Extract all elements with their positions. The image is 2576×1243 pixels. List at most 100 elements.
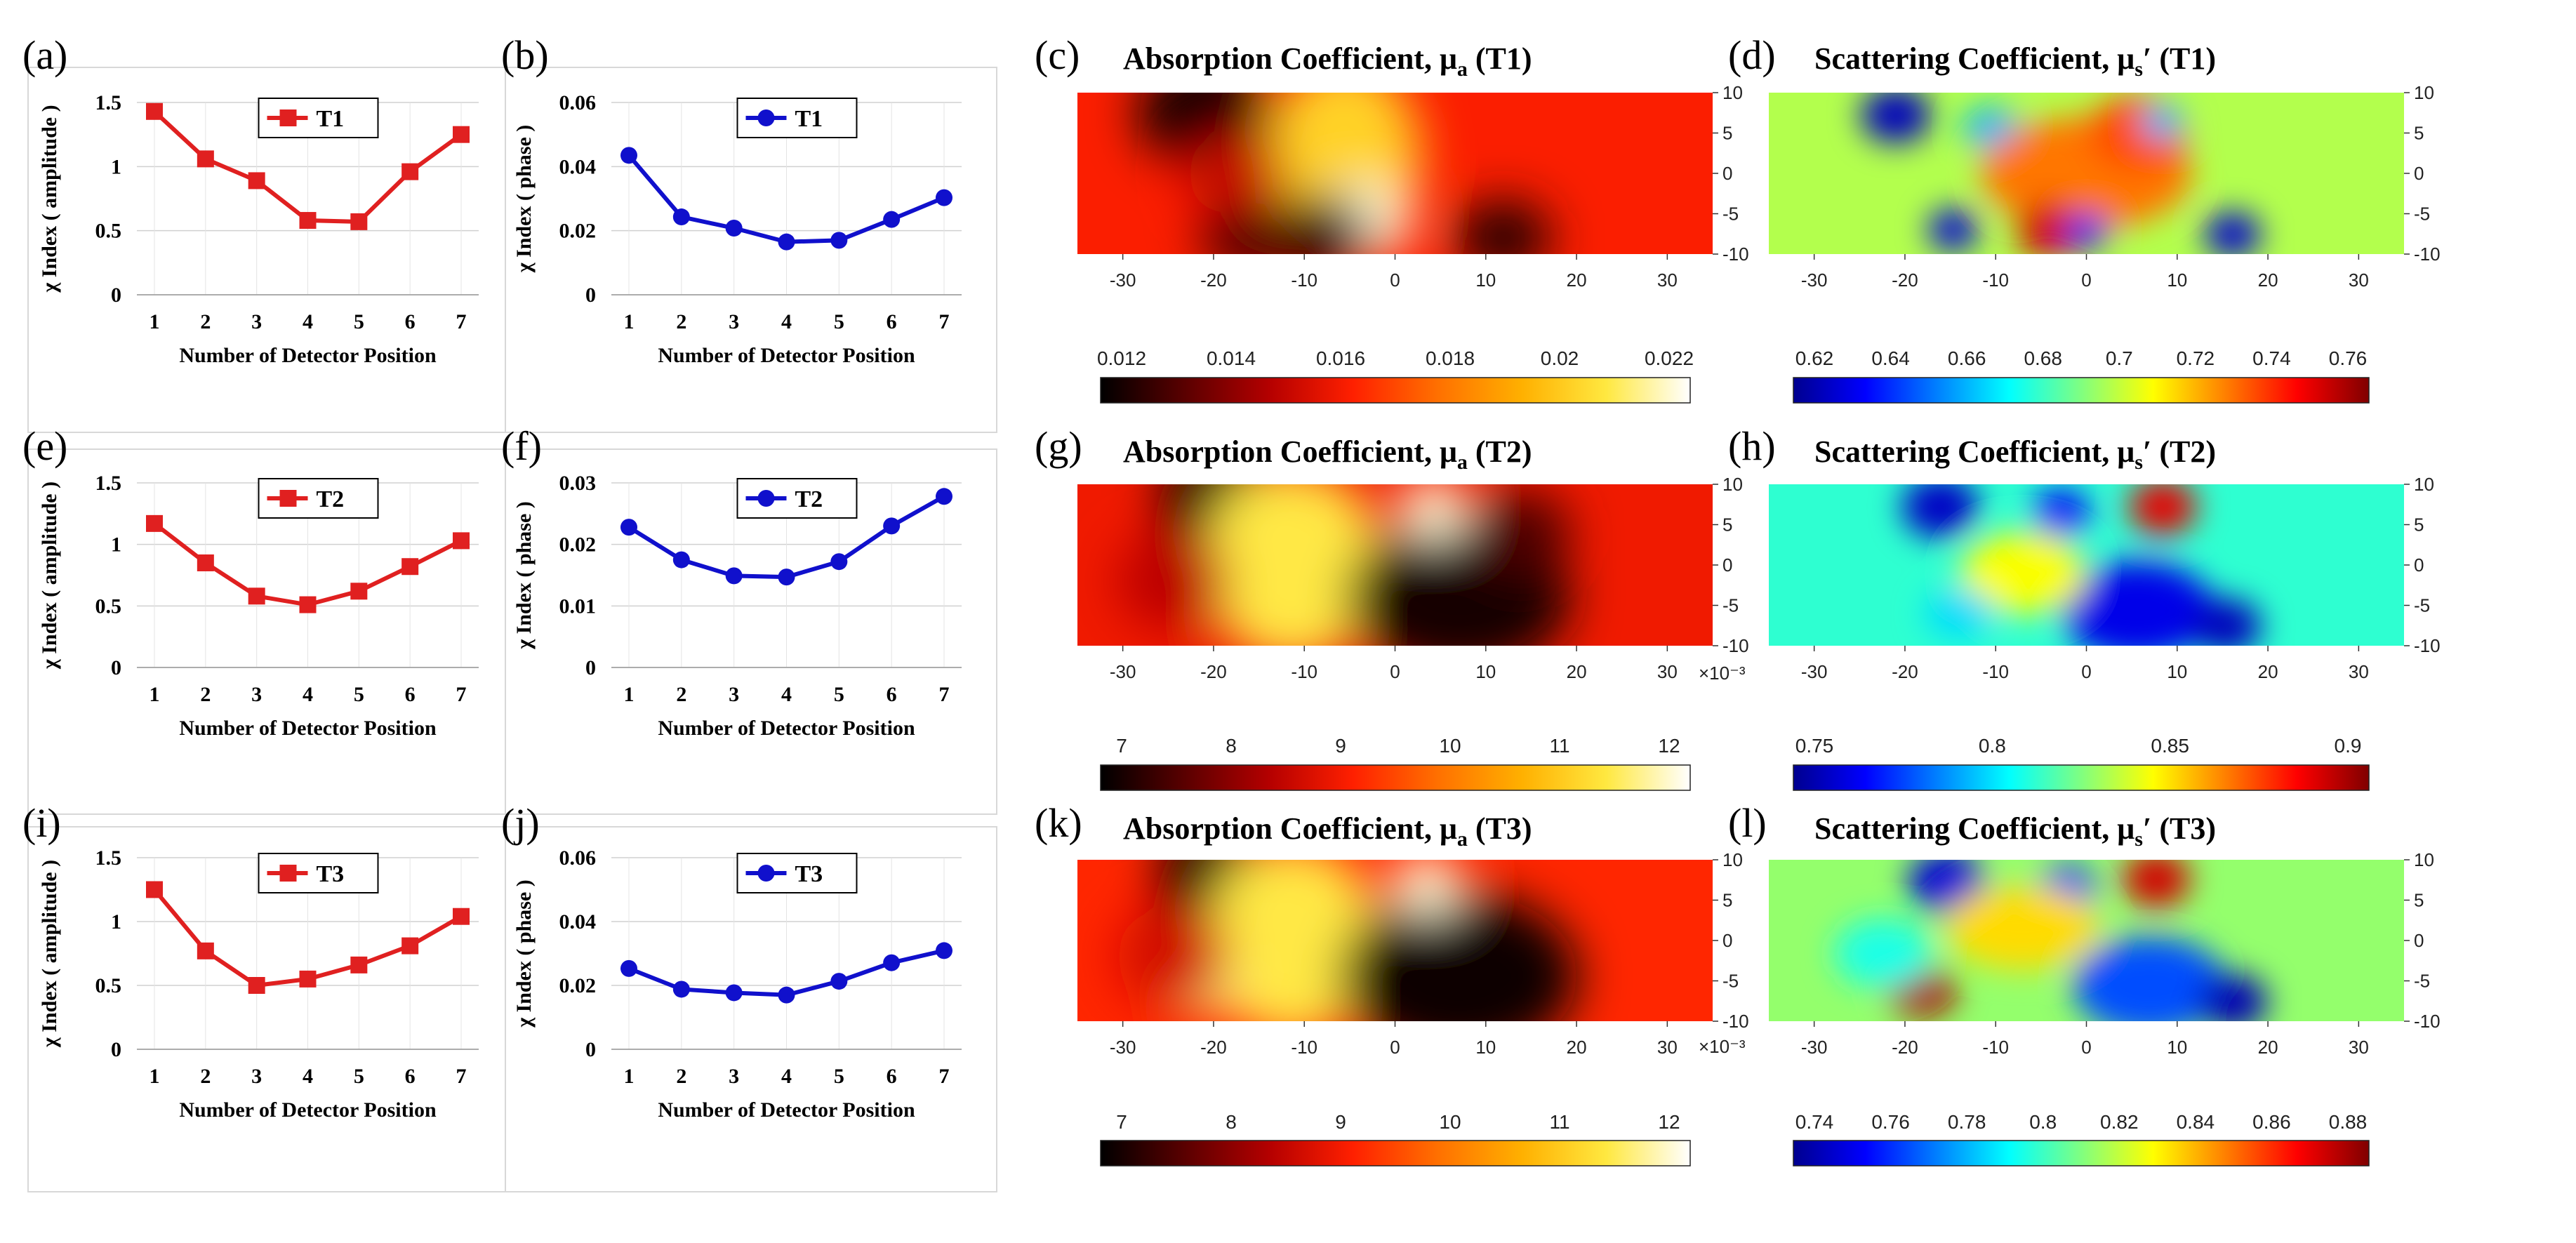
data-point xyxy=(672,208,690,226)
x-tick-label: 6 xyxy=(887,683,897,706)
colorbar-tick-label: 0.02 xyxy=(1541,347,1579,369)
x-tick-label: 10 xyxy=(2167,1037,2187,1058)
line-chart-t1: (a) 0 0.5 1 1.5 1 2 3 4 5 6 7 Number of Detector Pos… xyxy=(22,32,479,367)
x-tick-label: 4 xyxy=(303,310,313,333)
data-point xyxy=(248,172,265,190)
x-tick-label: 4 xyxy=(781,683,792,706)
y-tick-label: 1.5 xyxy=(95,472,122,495)
x-tick-label: 10 xyxy=(1475,1037,1496,1058)
x-tick-label: -20 xyxy=(1892,1037,1918,1058)
colorbar-tick-label: 0.012 xyxy=(1097,347,1146,369)
x-axis-label: Number of Detector Position xyxy=(179,717,437,740)
heatmap-blob xyxy=(2123,860,2191,908)
heatmap-blob xyxy=(1928,208,1978,251)
title-text: Absorption Coefficient, μ xyxy=(1123,811,1457,846)
heatmap-blob xyxy=(1339,891,1578,1021)
panel-frame xyxy=(505,826,997,1192)
legend-label: T2 xyxy=(317,486,345,512)
data-point xyxy=(248,977,265,994)
y-axis-label: χ Index ( phase ) xyxy=(512,879,536,1028)
x-tick-label: 3 xyxy=(729,683,739,706)
y-tick-label: -10 xyxy=(2414,244,2441,265)
colorbar-tick-label: 11 xyxy=(1549,735,1569,757)
exponent-label: ×10⁻³ xyxy=(1699,1036,1746,1057)
data-point xyxy=(830,973,848,990)
x-tick-label: 3 xyxy=(729,310,739,333)
colorbar-tick-label: 7 xyxy=(1116,735,1127,757)
heatmap-field xyxy=(1769,484,2404,646)
x-tick-label: 2 xyxy=(676,310,686,333)
data-point xyxy=(620,959,637,977)
title-text: Scattering Coefficient, μ xyxy=(1814,434,2135,469)
colorbar-tick-label: 0.016 xyxy=(1316,347,1365,369)
x-tick-label: 20 xyxy=(1567,661,1587,682)
heatmap-field xyxy=(1077,860,1713,1021)
panel-label: (d) xyxy=(1728,32,1776,78)
title-subscript: a xyxy=(1457,451,1468,474)
x-tick-label: 0 xyxy=(1390,1037,1400,1058)
heatmap-chart: (h) Scattering Coefficient, μs′ (T2) -30 -2… xyxy=(1728,423,2441,791)
x-tick-label: 4 xyxy=(781,310,792,333)
legend-label: T3 xyxy=(795,861,823,887)
colorbar-tick-label: 0.7 xyxy=(2106,347,2133,369)
x-tick-label: 1 xyxy=(624,683,635,706)
legend-marker xyxy=(757,109,775,126)
x-tick-label: -20 xyxy=(1892,661,1918,682)
heatmap-blob xyxy=(1861,93,1931,144)
colorbar-tick-label: 7 xyxy=(1116,1111,1127,1133)
heatmap-blob xyxy=(1116,532,1229,630)
colorbar-tick-label: 10 xyxy=(1439,735,1461,757)
panel-label: (j) xyxy=(501,800,540,846)
x-tick-label: 10 xyxy=(1475,661,1496,682)
title-tail: (T2) xyxy=(1468,434,1532,469)
data-point xyxy=(883,517,901,535)
y-tick-label: 1.5 xyxy=(95,846,122,870)
x-tick-label: 4 xyxy=(781,1065,792,1088)
data-point xyxy=(146,881,163,898)
heatmap-blob xyxy=(2197,973,2268,1021)
exponent-label: ×10⁻³ xyxy=(1699,663,1746,684)
colorbar-tick-label: 0.74 xyxy=(2252,347,2291,369)
y-tick-label: 0 xyxy=(2414,930,2424,951)
x-tick-label: 5 xyxy=(354,1065,364,1088)
colorbar-tick-label: 12 xyxy=(1658,735,1680,757)
x-tick-label: 2 xyxy=(676,683,686,706)
x-tick-label: 7 xyxy=(456,310,467,333)
heatmap-title: Scattering Coefficient, μs′ (T3) xyxy=(1814,811,2216,851)
title-tail: ′ (T2) xyxy=(2143,434,2216,469)
y-tick-label: 0.02 xyxy=(559,220,597,243)
data-point xyxy=(778,569,795,586)
heatmap-blob xyxy=(2204,212,2261,254)
x-tick-label: -20 xyxy=(1200,661,1227,682)
y-tick-label: -10 xyxy=(1722,635,1749,656)
heatmap-blobs xyxy=(1116,860,1578,1021)
x-tick-label: 7 xyxy=(456,683,467,706)
legend-marker xyxy=(757,490,775,507)
x-axis-label: Number of Detector Position xyxy=(179,1098,437,1122)
heatmap-field xyxy=(1769,93,2404,254)
data-point xyxy=(350,213,368,230)
x-tick-label: 20 xyxy=(1567,1037,1587,1058)
x-tick-label: 3 xyxy=(251,310,262,333)
colorbar-tick-label: 8 xyxy=(1226,1111,1237,1133)
y-axis-label: χ Index ( phase ) xyxy=(512,125,536,274)
x-tick-label: -20 xyxy=(1200,270,1227,291)
colorbar-tick-label: 0.88 xyxy=(2329,1111,2368,1133)
x-tick-label: 4 xyxy=(303,683,313,706)
colorbar-tick-label: 0.66 xyxy=(1948,347,1986,369)
y-tick-label: 0.04 xyxy=(559,155,597,178)
heatmap-blob xyxy=(2191,598,2262,646)
x-tick-label: 6 xyxy=(887,1065,897,1088)
line-chart-t1: (b) 0 0.02 0.04 0.06 1 2 3 4 5 6 7 Number of Detecto… xyxy=(501,32,962,367)
data-point xyxy=(830,553,848,571)
panel-label: (g) xyxy=(1035,423,1082,469)
y-tick-label: -5 xyxy=(1722,595,1739,616)
colorbar-tick-label: 0.022 xyxy=(1645,347,1694,369)
heatmap-blobs xyxy=(1833,860,2268,1021)
colorbar-tick-label: 0.75 xyxy=(1795,735,1834,757)
y-tick-label: 5 xyxy=(1722,514,1732,536)
panel-label: (e) xyxy=(22,423,67,469)
heatmap-blob xyxy=(1202,484,1385,646)
heatmap-chart: (g) Absorption Coefficient, μa (T2) -30 -20… xyxy=(1035,423,1749,791)
